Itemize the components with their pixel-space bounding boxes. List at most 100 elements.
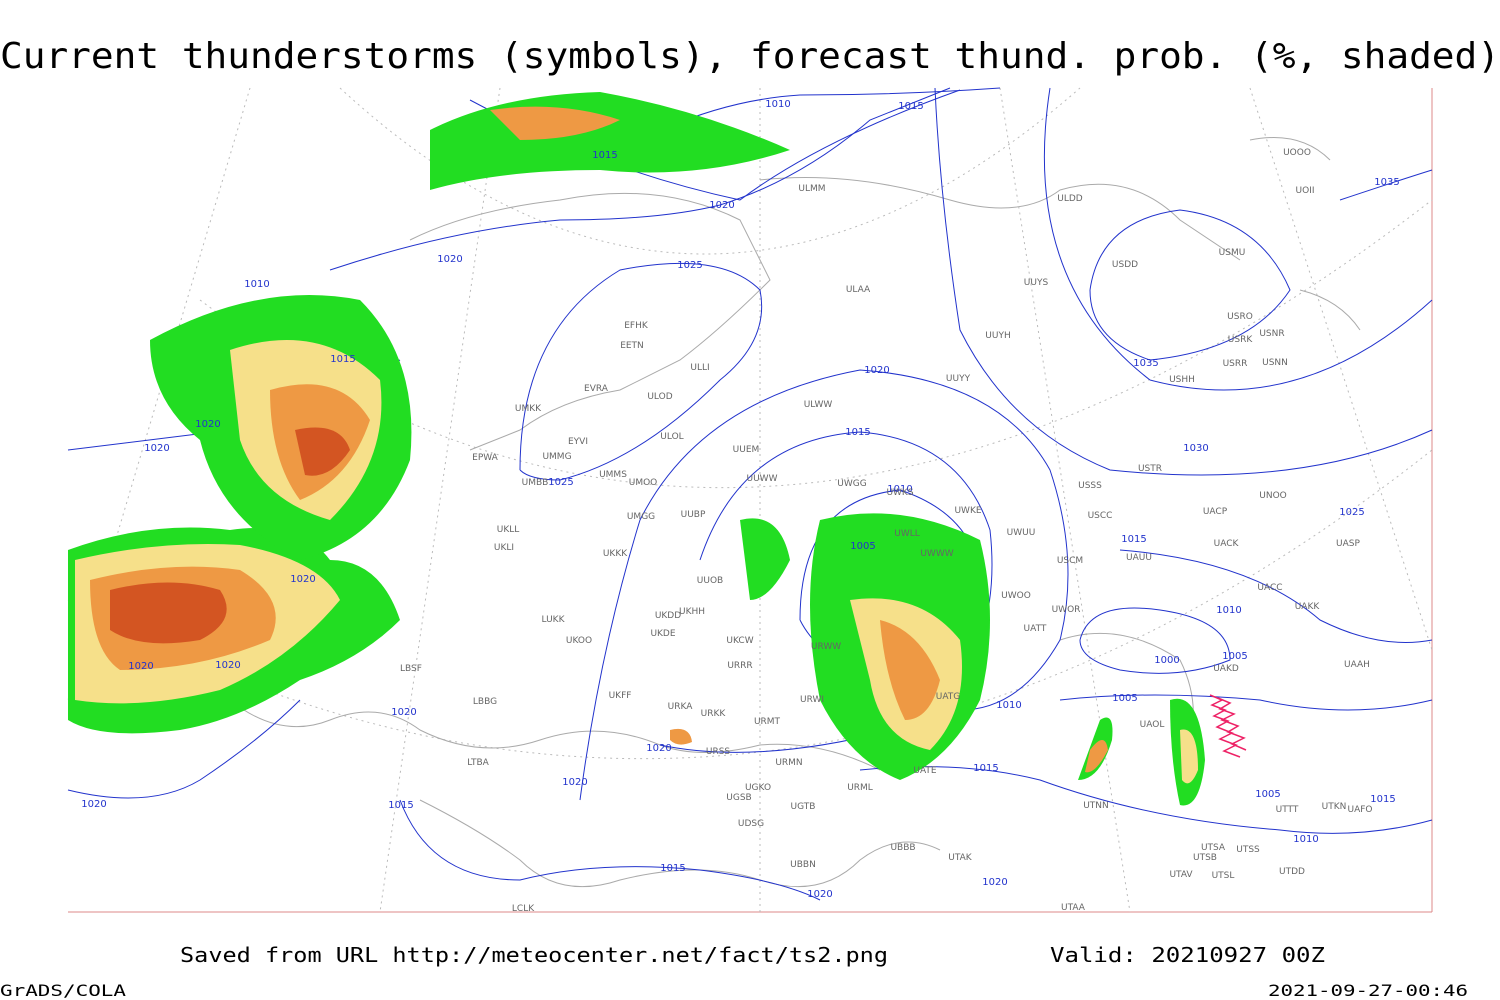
isobar-label: 1005: [850, 541, 875, 552]
station-label: UAOL: [1140, 720, 1165, 730]
station-label: URWI: [800, 695, 824, 705]
station-label: UTAV: [1169, 870, 1193, 880]
station-label: USHH: [1169, 375, 1195, 385]
isobar-label: 1020: [290, 574, 315, 585]
station-label: UWUU: [1007, 528, 1036, 538]
station-label: EPWA: [472, 453, 499, 463]
isobar-label: 1020: [562, 777, 587, 788]
isobar-label: 1010: [996, 700, 1021, 711]
station-label: UAAH: [1344, 660, 1370, 670]
station-label: USMU: [1219, 248, 1246, 258]
station-label: UACK: [1214, 539, 1240, 549]
station-label: UDSG: [738, 819, 764, 829]
station-label: ULOL: [660, 432, 683, 442]
station-label: UKOO: [566, 636, 592, 646]
station-label: EETN: [620, 341, 644, 351]
station-label: ULOD: [647, 392, 672, 402]
station-label: UAKK: [1295, 602, 1321, 612]
station-label: UKDD: [655, 611, 681, 621]
station-label: UKKK: [603, 549, 628, 559]
isobar-label: 1035: [1133, 358, 1158, 369]
station-label: URMT: [754, 717, 781, 727]
station-label: UMKK: [515, 404, 542, 414]
station-label: USRR: [1223, 359, 1248, 369]
station-label: USDD: [1112, 260, 1138, 270]
station-label: EVRA: [584, 384, 609, 394]
station-label: UKLI: [494, 543, 514, 553]
station-label: UTDD: [1279, 867, 1305, 877]
station-label: LTBA: [467, 758, 489, 768]
station-label: UBBB: [890, 843, 915, 853]
isobar-label: 1020: [391, 707, 416, 718]
station-label: ULMM: [798, 184, 825, 194]
station-label: UNOO: [1259, 491, 1287, 501]
station-label: EYVI: [568, 437, 588, 447]
station-label: ULLI: [690, 363, 709, 373]
station-label: UWKS: [886, 488, 913, 498]
isobar-label: 1020: [128, 661, 153, 672]
isobar-label: 1025: [1339, 507, 1364, 518]
isobar-label: 1020: [982, 877, 1007, 888]
station-label: UKFF: [609, 691, 632, 701]
isobar-label: 1015: [1370, 794, 1395, 805]
isobar-label: 1020: [437, 254, 462, 265]
thunderstorm-symbols: [1209, 694, 1247, 758]
station-label: UGTB: [791, 802, 816, 812]
station-label: URWW: [811, 642, 841, 652]
station-label: UASP: [1336, 539, 1360, 549]
isobar-label: 1020: [215, 660, 240, 671]
station-label: UUYY: [946, 374, 971, 384]
station-label: LBSF: [400, 664, 422, 674]
timestamp: 2021-09-27-00:46: [1268, 981, 1468, 1000]
isobar-label: 1015: [330, 354, 355, 365]
station-label: EFHK: [624, 321, 649, 331]
station-label: USTR: [1138, 464, 1162, 474]
station-label: ULWW: [804, 400, 833, 410]
station-label: UTNN: [1083, 801, 1109, 811]
station-label: UATE: [913, 766, 937, 776]
isobar-label: 1020: [807, 889, 832, 900]
isobar-label: 1015: [898, 101, 923, 112]
isobar-label: 1025: [677, 260, 702, 271]
station-labels: ULMM ULDD UOOO UOII USDD USMU UUYS ULAA EFHK EETN…: [400, 148, 1372, 914]
station-label: LCLK: [512, 904, 535, 914]
station-label: UWWW: [920, 549, 953, 559]
station-label: UTSL: [1212, 871, 1235, 881]
isobar-label: 1005: [1112, 693, 1137, 704]
isobar-label: 1030: [1183, 443, 1208, 454]
station-label: UMOO: [629, 478, 658, 488]
isobar-label: 1020: [144, 443, 169, 454]
isobar-label: 1005: [1222, 651, 1247, 662]
station-label: UWOR: [1052, 605, 1081, 615]
station-label: UGSB: [726, 793, 751, 803]
station-label: ULDD: [1057, 194, 1083, 204]
station-label: UMMG: [542, 452, 571, 462]
station-label: UTKN: [1322, 802, 1347, 812]
station-label: USNN: [1262, 358, 1288, 368]
isobar-label: 1015: [845, 427, 870, 438]
station-label: UKLL: [497, 525, 520, 535]
station-label: UUYH: [985, 331, 1010, 341]
station-label: UTSA: [1201, 843, 1226, 853]
station-label: UOOO: [1283, 148, 1311, 158]
station-label: UMMS: [599, 470, 627, 480]
station-label: URKA: [668, 702, 694, 712]
thunderstorm-probability: [68, 92, 1205, 806]
isobar-label: 1010: [244, 279, 269, 290]
station-label: UTSS: [1236, 845, 1260, 855]
station-label: USRK: [1228, 335, 1254, 345]
valid-time: Valid: 20210927 00Z: [1050, 943, 1325, 967]
station-label: URRR: [727, 661, 752, 671]
isobar-label: 1020: [195, 419, 220, 430]
station-label: UACP: [1203, 507, 1228, 517]
station-label: LUKK: [542, 615, 566, 625]
station-label: UWLL: [894, 529, 920, 539]
station-label: UAKD: [1213, 664, 1239, 674]
station-label: URML: [847, 783, 873, 793]
station-label: UWOO: [1001, 591, 1031, 601]
station-label: URMN: [775, 758, 802, 768]
station-label: USNR: [1259, 329, 1284, 339]
isobar-label: 1000: [1154, 655, 1179, 666]
station-label: UKDE: [650, 629, 675, 639]
station-label: UTAA: [1061, 903, 1086, 913]
